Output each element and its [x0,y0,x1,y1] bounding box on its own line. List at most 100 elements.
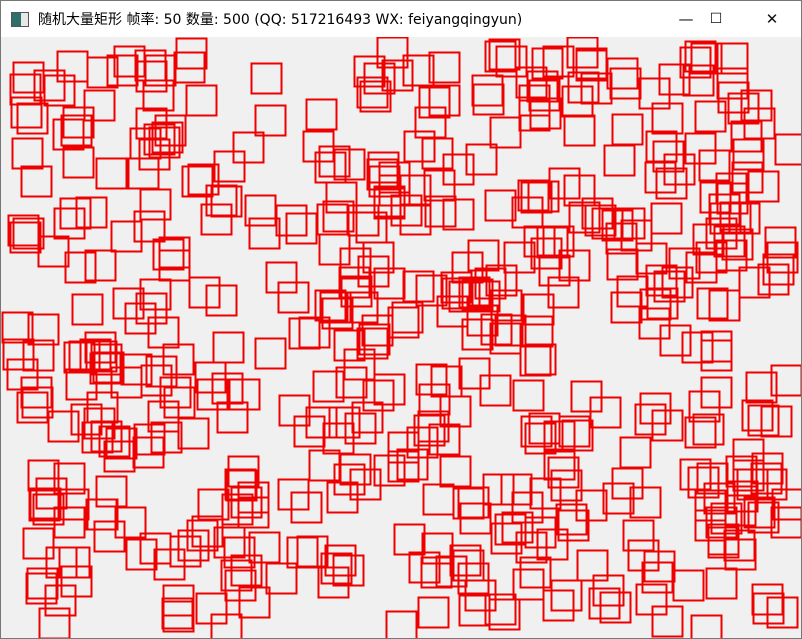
random-rect [428,423,461,456]
random-rect [185,84,218,117]
random-rect [237,481,270,514]
random-rect [32,493,65,526]
random-rect [524,422,557,455]
random-rect [418,86,451,119]
random-rect [200,203,233,236]
random-rect [755,468,788,501]
random-rect [321,297,354,330]
random-rect [738,266,771,299]
random-rect [224,468,257,501]
random-rect [296,535,329,568]
random-rect [700,339,733,372]
random-rect [16,391,49,424]
random-rect [325,181,358,214]
random-rect [465,143,498,176]
random-rect [64,251,97,284]
random-rect [645,130,678,163]
random-rect [393,523,426,556]
random-rect [690,614,723,638]
random-rect [150,421,183,454]
random-rect [705,506,738,539]
random-rect [152,238,185,271]
random-rect [644,161,677,194]
random-rect [750,462,783,495]
random-rect [43,74,76,107]
random-rect [62,106,95,139]
random-rect [38,607,71,638]
random-rect [528,79,561,112]
random-rect [145,355,178,388]
random-rect [651,409,684,442]
title-bar[interactable]: 随机大量矩形 帧率: 50 数量: 500 (QQ: 517216493 WX:… [1,1,801,37]
random-rect [728,202,761,235]
random-rect [305,406,338,439]
random-rect [716,182,749,215]
random-rect [489,116,522,149]
random-rect [290,491,323,524]
random-rect [543,448,576,481]
random-rect [488,598,521,631]
random-rect [639,288,672,321]
random-rect [550,579,583,612]
random-rect [620,219,653,252]
random-rect [696,462,729,495]
random-rect [362,241,395,274]
maximize-button[interactable]: ☐ [709,11,723,27]
random-rect [472,83,505,116]
random-rect [774,133,801,166]
random-rect [690,42,723,75]
random-rect [547,276,580,309]
random-rect [223,536,256,569]
random-rect [339,453,372,486]
random-rect [603,144,636,177]
random-rect [181,165,214,198]
random-rect [762,253,795,286]
random-rect [732,459,765,492]
random-rect [316,203,349,236]
random-rect [512,379,545,412]
random-rect [288,317,321,350]
random-rect [213,526,246,559]
close-button[interactable]: ✕ [765,10,779,28]
random-rect [601,209,634,242]
random-rect [248,531,281,564]
random-rect [314,151,347,184]
random-rect [757,263,790,296]
random-rect [362,379,395,412]
app-icon [11,11,29,27]
random-rect [353,55,386,88]
random-rect [638,307,671,340]
random-rect [428,51,461,84]
random-rect [751,583,784,616]
random-rect [489,322,522,355]
random-rect [385,610,418,638]
random-rect [512,568,545,601]
random-rect [743,496,776,529]
random-rect [95,475,128,508]
random-rect [11,137,44,170]
random-rect [58,546,91,579]
random-rect [391,301,424,334]
random-rect [210,613,243,638]
random-rect [373,187,406,220]
minimize-button[interactable]: — [678,10,694,28]
random-rect [248,217,281,250]
random-rect [520,415,553,448]
random-rect [161,597,194,630]
random-rect [536,528,569,561]
random-rect [254,337,287,370]
random-rect [275,204,308,237]
random-rect [396,448,429,481]
random-rect [120,353,153,386]
random-rect [53,506,86,539]
random-rect [517,179,550,212]
random-rect [550,469,583,502]
random-rect [538,254,571,287]
random-rect [420,556,453,589]
random-rect [103,440,136,473]
random-rect [698,149,731,182]
random-rect [638,77,671,110]
random-rect [53,207,86,240]
random-rect [406,426,439,459]
rect-canvas [1,37,801,638]
